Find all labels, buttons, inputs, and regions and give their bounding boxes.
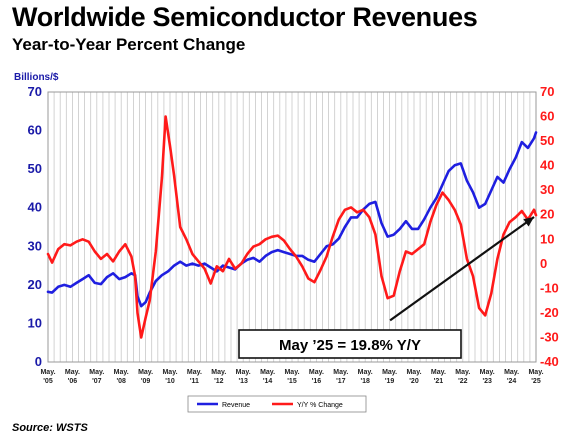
x-tick-label-month: May. <box>358 369 373 376</box>
x-tick-label-year: '10 <box>165 378 175 385</box>
x-tick-label-month: May. <box>114 369 129 376</box>
revenue-series-line <box>46 131 538 308</box>
yoy-series-line <box>46 115 538 339</box>
left-axis-label: Billions/$ <box>14 72 59 83</box>
legend-label-yoy: Y/Y % Change <box>297 402 343 409</box>
annotation-text: May ’25 = 19.8% Y/Y <box>279 337 421 354</box>
annotation-box <box>238 329 462 359</box>
x-tick-label-month: May. <box>89 369 104 376</box>
x-tick-label-year: '06 <box>68 378 78 385</box>
x-tick-label-year: '05 <box>43 378 53 385</box>
left-axis-tick-label: 10 <box>28 315 42 330</box>
left-axis-tick-label: 70 <box>28 84 42 99</box>
x-tick-label-month: May. <box>455 369 470 376</box>
right-axis-tick-label: -10 <box>540 280 559 295</box>
annotation-arrow-line <box>389 216 535 322</box>
x-tick-label-year: '09 <box>141 378 151 385</box>
right-axis-tick-label: 70 <box>540 84 554 99</box>
right-axis-tick-label: -30 <box>540 329 559 344</box>
plot-frame <box>47 91 537 363</box>
right-axis-tick-label: 30 <box>540 182 554 197</box>
x-tick-label-month: May. <box>236 369 251 376</box>
x-tick-label-year: '08 <box>116 378 126 385</box>
legend-label-revenue: Revenue <box>222 402 250 409</box>
x-tick-label-month: May. <box>284 369 299 376</box>
x-tick-label-year: '24 <box>507 378 517 385</box>
chart-title: Worldwide Semiconductor Revenues <box>12 2 478 32</box>
x-tick-label-month: May. <box>480 369 495 376</box>
x-tick-label-month: May. <box>431 369 446 376</box>
chart-subtitle: Year-to-Year Percent Change <box>12 35 246 54</box>
left-axis-tick-label: 40 <box>28 200 42 215</box>
x-tick-label-year: '20 <box>409 378 419 385</box>
x-tick-label-year: '13 <box>238 378 248 385</box>
right-axis-tick-label: 0 <box>540 256 547 271</box>
x-tick-label-month: May. <box>40 369 55 376</box>
right-axis-tick-label: -40 <box>540 354 559 369</box>
x-tick-label-year: '16 <box>312 378 322 385</box>
grid-lines <box>47 92 537 362</box>
x-tick-label-month: May. <box>382 369 397 376</box>
right-axis-tick-label: 60 <box>540 109 554 124</box>
x-tick-label-year: '11 <box>190 378 199 385</box>
x-tick-label-year: '14 <box>263 378 273 385</box>
right-axis-tick-label: 20 <box>540 207 554 222</box>
x-tick-label-month: May. <box>65 369 80 376</box>
right-axis-tick-label: 10 <box>540 231 554 246</box>
right-axis-tick-label: 50 <box>540 133 554 148</box>
x-tick-label-year: '25 <box>531 378 541 385</box>
x-tick-label-month: May. <box>504 369 519 376</box>
x-tick-label-month: May. <box>260 369 275 376</box>
x-tick-label-month: May. <box>138 369 153 376</box>
x-tick-label-year: '12 <box>214 378 224 385</box>
x-tick-label-month: May. <box>528 369 543 376</box>
x-tick-label-year: '22 <box>458 378 468 385</box>
left-axis-tick-label: 50 <box>28 161 42 176</box>
x-tick-label-year: '21 <box>434 378 444 385</box>
x-tick-label-year: '18 <box>360 378 370 385</box>
x-tick-label-month: May. <box>333 369 348 376</box>
x-tick-label-year: '23 <box>482 378 492 385</box>
left-axis-tick-label: 30 <box>28 238 42 253</box>
right-axis-tick-label: -20 <box>540 305 559 320</box>
left-axis-tick-label: 60 <box>28 123 42 138</box>
x-tick-label-month: May. <box>406 369 421 376</box>
x-tick-label-month: May. <box>309 369 324 376</box>
annotation-arrow-head <box>523 216 535 227</box>
x-tick-label-year: '07 <box>92 378 102 385</box>
left-axis-tick-label: 20 <box>28 277 42 292</box>
x-tick-label-year: '19 <box>385 378 395 385</box>
x-tick-label-month: May. <box>187 369 202 376</box>
left-axis-tick-label: 0 <box>35 354 42 369</box>
x-tick-label-month: May. <box>211 369 226 376</box>
x-tick-label-month: May. <box>162 369 177 376</box>
source-note: Source: WSTS <box>12 422 88 434</box>
x-tick-label-year: '17 <box>336 378 346 385</box>
x-tick-label-year: '15 <box>287 378 297 385</box>
right-axis-tick-label: 40 <box>540 158 554 173</box>
